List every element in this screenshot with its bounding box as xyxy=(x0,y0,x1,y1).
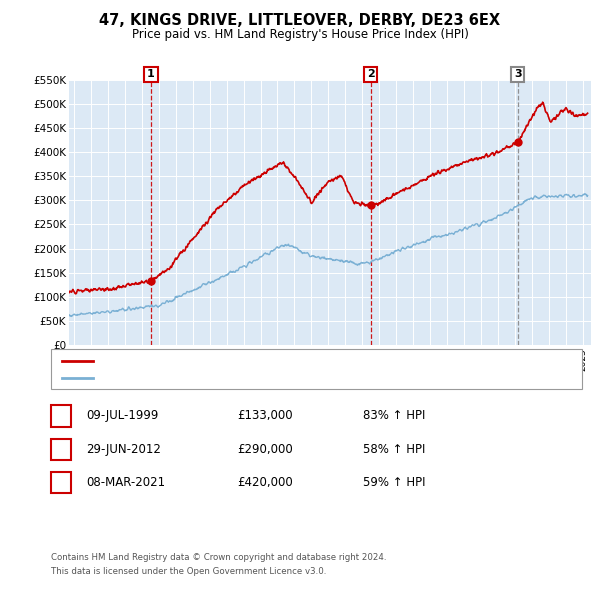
Text: 3: 3 xyxy=(514,70,521,80)
Text: 3: 3 xyxy=(57,476,65,489)
Text: 29-JUN-2012: 29-JUN-2012 xyxy=(86,443,161,456)
Text: Contains HM Land Registry data © Crown copyright and database right 2024.: Contains HM Land Registry data © Crown c… xyxy=(51,553,386,562)
Text: 09-JUL-1999: 09-JUL-1999 xyxy=(86,409,158,422)
Text: 83% ↑ HPI: 83% ↑ HPI xyxy=(363,409,425,422)
Text: 08-MAR-2021: 08-MAR-2021 xyxy=(86,476,165,489)
Text: 58% ↑ HPI: 58% ↑ HPI xyxy=(363,443,425,456)
Text: This data is licensed under the Open Government Licence v3.0.: This data is licensed under the Open Gov… xyxy=(51,566,326,576)
Text: 2: 2 xyxy=(367,70,374,80)
Text: 1: 1 xyxy=(147,70,155,80)
Text: 47, KINGS DRIVE, LITTLEOVER, DERBY, DE23 6EX (detached house): 47, KINGS DRIVE, LITTLEOVER, DERBY, DE23… xyxy=(100,356,468,366)
Text: 1: 1 xyxy=(57,409,65,422)
Text: Price paid vs. HM Land Registry's House Price Index (HPI): Price paid vs. HM Land Registry's House … xyxy=(131,28,469,41)
Text: £420,000: £420,000 xyxy=(237,476,293,489)
Text: £290,000: £290,000 xyxy=(237,443,293,456)
Text: £133,000: £133,000 xyxy=(237,409,293,422)
Text: 59% ↑ HPI: 59% ↑ HPI xyxy=(363,476,425,489)
Text: 47, KINGS DRIVE, LITTLEOVER, DERBY, DE23 6EX: 47, KINGS DRIVE, LITTLEOVER, DERBY, DE23… xyxy=(100,12,500,28)
Text: 2: 2 xyxy=(57,443,65,456)
Text: HPI: Average price, detached house, City of Derby: HPI: Average price, detached house, City… xyxy=(100,373,374,383)
